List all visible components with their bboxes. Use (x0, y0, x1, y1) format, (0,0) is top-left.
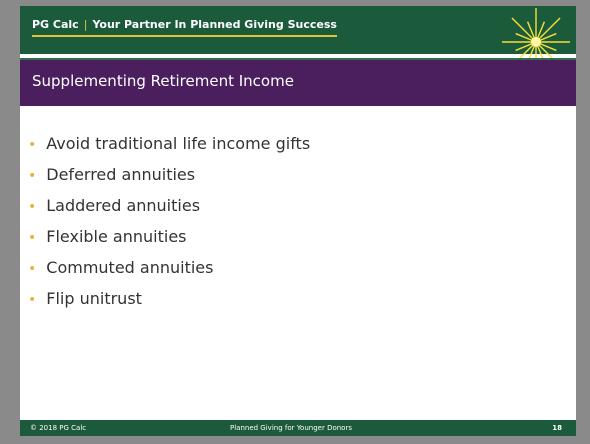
bullet-text: Commuted annuities (46, 258, 214, 277)
deck-title: Planned Giving for Younger Donors (230, 424, 352, 432)
bullet: • Avoid traditional life income gifts (28, 134, 310, 165)
bullet: • Flexible annuities (28, 227, 310, 258)
brand: PG Calc (32, 18, 79, 31)
ray (511, 17, 537, 43)
bullet-text: Flexible annuities (46, 227, 187, 246)
bullet-text: Laddered annuities (46, 196, 201, 215)
bullet: • Commuted annuities (28, 258, 310, 289)
bullet-list: • Avoid traditional life income gifts • Def… (28, 134, 310, 320)
page-number: 18 (552, 424, 562, 432)
bullet-dot: • (28, 137, 37, 153)
copyright: © 2018 PG Calc (30, 424, 87, 432)
bullet-text: Deferred annuities (46, 165, 196, 184)
slide-title: Supplementing Retirement Income (32, 72, 294, 90)
bullet: • Flip unitrust (28, 289, 310, 320)
bullet: • Deferred annuities (28, 165, 310, 196)
bullet: • Laddered annuities (28, 196, 310, 227)
bullet-dot: • (28, 199, 37, 215)
bullet-dot: • (28, 168, 37, 184)
brand-line: PG Calc | Your Partner In Planned Giving S… (32, 18, 337, 37)
title-bar: Supplementing Retirement Income (20, 58, 576, 106)
ray (535, 17, 561, 43)
bullet-dot: • (28, 261, 37, 277)
bullet-dot: • (28, 292, 37, 308)
tagline: Your Partner In Planned Giving Success (92, 18, 337, 31)
bullet-dot: • (28, 230, 37, 246)
footer: © 2018 PG Calc Planned Giving for Younge… (20, 420, 576, 436)
slide: PG Calc | Your Partner In Planned Giving S… (20, 6, 576, 436)
sunburst (502, 8, 570, 76)
header-bar: PG Calc | Your Partner In Planned Giving S… (20, 6, 576, 76)
bullet-text: Avoid traditional life income gifts (46, 134, 311, 153)
bullet-text: Flip unitrust (46, 289, 142, 308)
separator: | (83, 18, 88, 31)
